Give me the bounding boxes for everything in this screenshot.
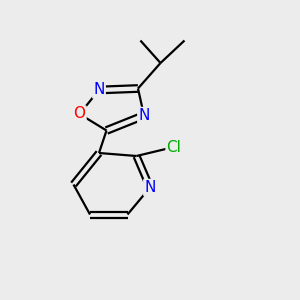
Text: N: N — [138, 108, 150, 123]
Text: N: N — [144, 180, 156, 195]
Text: N: N — [93, 82, 105, 98]
Text: O: O — [74, 106, 86, 122]
Text: Cl: Cl — [167, 140, 182, 154]
